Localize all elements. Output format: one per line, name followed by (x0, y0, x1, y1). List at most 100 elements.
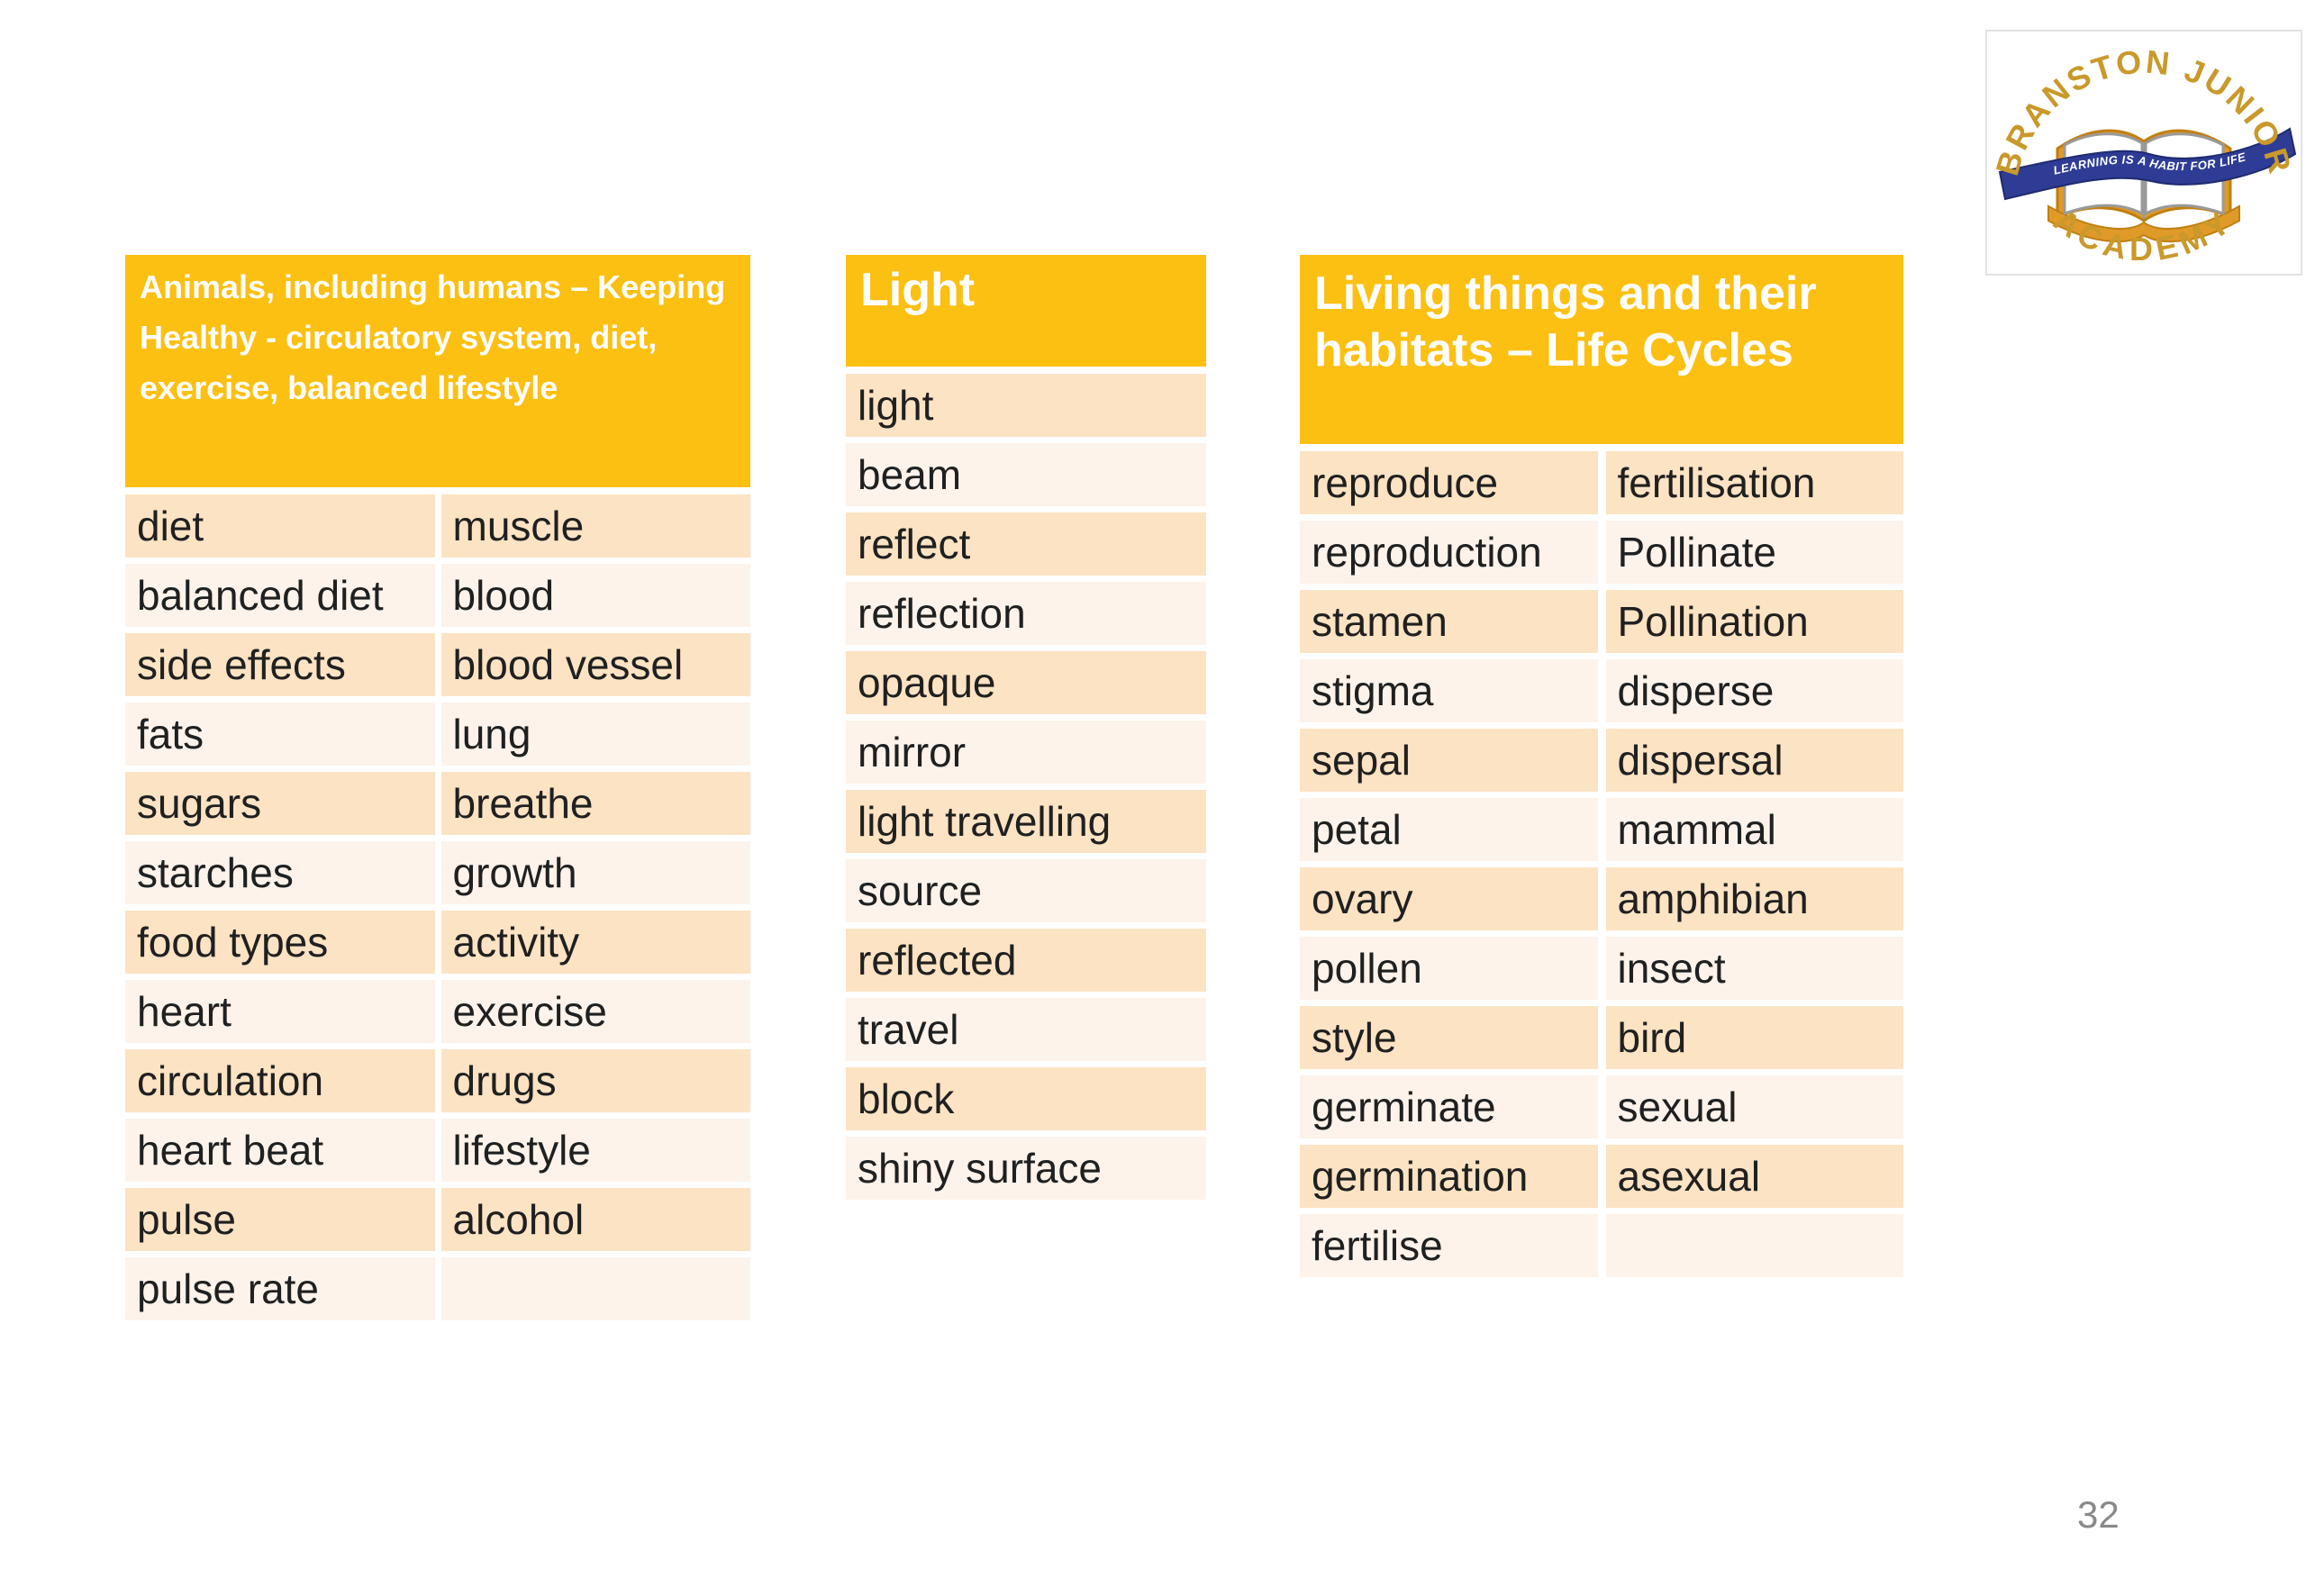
table-row: food types activity (125, 911, 750, 974)
table-cell: exercise (440, 980, 750, 1043)
table-row: reflection (846, 582, 1206, 645)
table-cell: fertilise (1300, 1214, 1598, 1277)
table-row: opaque (846, 651, 1206, 714)
table-cell: dispersal (1605, 729, 1903, 792)
table-cell: light (846, 374, 1206, 437)
table-row: pollen insect (1300, 937, 1903, 1000)
table-row: ovary amphibian (1300, 867, 1903, 930)
table-row: pulse alcohol (125, 1188, 750, 1251)
table-cell: light travelling (846, 790, 1206, 853)
table-row: heart beat lifestyle (125, 1119, 750, 1182)
table-cell: sepal (1300, 729, 1598, 792)
table-cell: heart beat (125, 1119, 435, 1182)
table-cell: side effects (125, 633, 435, 696)
table-cell: stamen (1300, 590, 1598, 653)
table-cell: pulse rate (125, 1257, 435, 1320)
table-cell: sugars (125, 772, 435, 835)
table-row: block (846, 1067, 1206, 1130)
table-row: travel (846, 998, 1206, 1061)
page-number: 32 (2077, 1493, 2120, 1536)
table-row: style bird (1300, 1006, 1903, 1069)
table-row: reproduction Pollinate (1300, 521, 1903, 584)
table-row: reflect (846, 512, 1206, 576)
table-cell: Pollination (1605, 590, 1903, 653)
table-row: reflected (846, 929, 1206, 992)
table-row: light (846, 374, 1206, 437)
table-cell: petal (1300, 798, 1598, 861)
table-row: starches growth (125, 841, 750, 904)
table-row: side effects blood vessel (125, 633, 750, 696)
table-body-animals: diet muscle balanced diet blood side effects… (125, 494, 750, 1320)
table-cell: amphibian (1605, 867, 1903, 930)
table-body-light: light beam reflect reflection opaque mirror li… (846, 374, 1206, 1200)
table-row: shiny surface (846, 1137, 1206, 1200)
table-cell: fats (125, 703, 435, 766)
table-row: fertilise (1300, 1214, 1903, 1277)
table-cell: heart (125, 980, 435, 1043)
table-cell: germinate (1300, 1075, 1598, 1138)
table-cell: ovary (1300, 867, 1598, 930)
table-row: sugars breathe (125, 772, 750, 835)
table-row: source (846, 859, 1206, 922)
table-cell: reproduce (1300, 451, 1598, 514)
table-cell: germination (1300, 1145, 1598, 1208)
table-cell: pollen (1300, 937, 1598, 1000)
table-row: stigma disperse (1300, 659, 1903, 722)
table-cell: blood vessel (440, 633, 750, 696)
table-cell: fertilisation (1605, 451, 1903, 514)
table-row: mirror (846, 721, 1206, 784)
table-living-things-life-cycles: Living things and their habitats – Life … (1300, 255, 1903, 1277)
table-body-living-things: reproduce fertilisation reproduction Pollin… (1300, 451, 1903, 1277)
table-cell (1605, 1214, 1903, 1277)
table-animals-keeping-healthy: Animals, including humans – Keeping Heal… (125, 255, 750, 1320)
table-row: petal mammal (1300, 798, 1903, 861)
table-light: Light light beam reflect reflection opaque mi… (846, 255, 1206, 1200)
table-row: stamen Pollination (1300, 590, 1903, 653)
table-cell: reflected (846, 929, 1206, 992)
table-cell: activity (440, 911, 750, 974)
table-cell: bird (1605, 1006, 1903, 1069)
table-cell: Pollinate (1605, 521, 1903, 584)
table-cell: sexual (1605, 1075, 1903, 1138)
table-cell: mammal (1605, 798, 1903, 861)
table-header-animals: Animals, including humans – Keeping Heal… (125, 255, 750, 487)
table-header-living-things: Living things and their habitats – Life … (1300, 255, 1903, 444)
table-cell: style (1300, 1006, 1598, 1069)
table-cell: growth (440, 841, 750, 904)
table-cell: blood (440, 564, 750, 627)
table-row: beam (846, 443, 1206, 506)
table-cell: circulation (125, 1049, 435, 1112)
table-cell: reflect (846, 512, 1206, 576)
table-cell: disperse (1605, 659, 1903, 722)
table-row: diet muscle (125, 494, 750, 558)
table-cell: lifestyle (440, 1119, 750, 1182)
table-cell: food types (125, 911, 435, 974)
table-cell: beam (846, 443, 1206, 506)
school-logo: LEARNING IS A HABIT FOR LIFE BRANSTON JU… (1985, 30, 2302, 276)
table-cell: asexual (1605, 1145, 1903, 1208)
table-cell: travel (846, 998, 1206, 1061)
table-row: fats lung (125, 703, 750, 766)
table-row: reproduce fertilisation (1300, 451, 1903, 514)
table-row: circulation drugs (125, 1049, 750, 1112)
table-cell: lung (440, 703, 750, 766)
ribbon-banner: LEARNING IS A HABIT FOR LIFE (1998, 127, 2297, 201)
table-row: germinate sexual (1300, 1075, 1903, 1138)
table-row: light travelling (846, 790, 1206, 853)
table-cell: insect (1605, 937, 1903, 1000)
table-header-light: Light (846, 255, 1206, 367)
table-cell: drugs (440, 1049, 750, 1112)
table-cell: diet (125, 494, 435, 558)
table-cell: source (846, 859, 1206, 922)
table-cell: stigma (1300, 659, 1598, 722)
table-cell: breathe (440, 772, 750, 835)
table-cell: reproduction (1300, 521, 1598, 584)
table-cell: alcohol (440, 1188, 750, 1251)
table-cell: block (846, 1067, 1206, 1130)
table-row: balanced diet blood (125, 564, 750, 627)
table-cell: shiny surface (846, 1137, 1206, 1200)
table-cell: opaque (846, 651, 1206, 714)
table-row: sepal dispersal (1300, 729, 1903, 792)
table-row: heart exercise (125, 980, 750, 1043)
